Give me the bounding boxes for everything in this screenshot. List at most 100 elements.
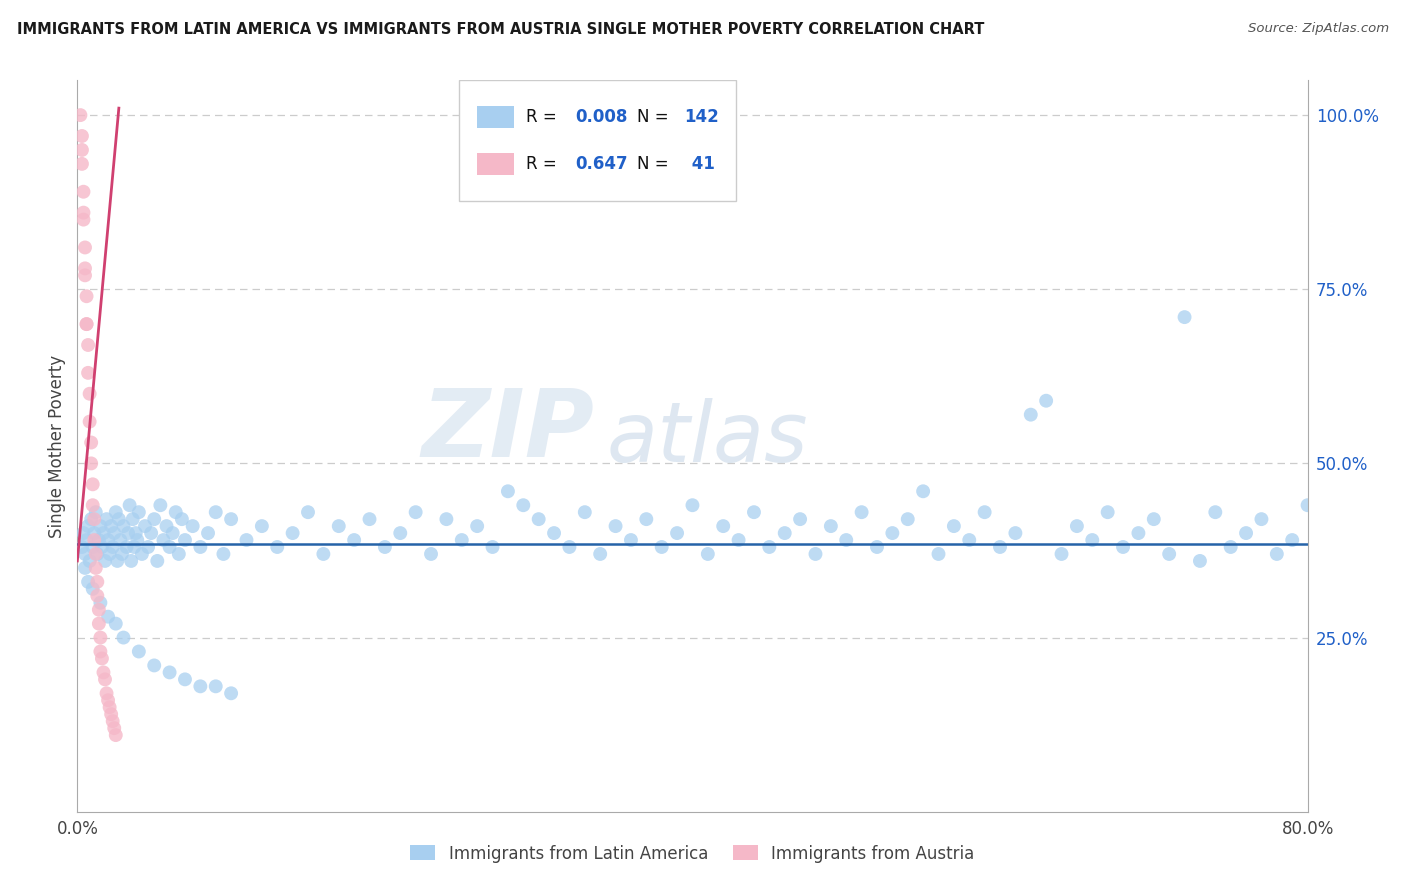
- Point: [162, 526, 184, 541]
- Point: [820, 519, 842, 533]
- Point: [219, 512, 242, 526]
- Point: [143, 658, 166, 673]
- Point: [87, 616, 110, 631]
- Point: [912, 484, 935, 499]
- Point: [167, 547, 190, 561]
- Text: R =: R =: [526, 155, 562, 173]
- Point: [83, 526, 105, 541]
- Point: [122, 540, 145, 554]
- Point: [100, 519, 122, 533]
- Point: [636, 512, 658, 526]
- Point: [82, 477, 104, 491]
- Point: [235, 533, 257, 547]
- Point: [89, 631, 111, 645]
- Point: [84, 505, 107, 519]
- Point: [73, 240, 96, 254]
- Point: [281, 526, 304, 541]
- Point: [512, 498, 534, 512]
- Point: [266, 540, 288, 554]
- Point: [711, 519, 734, 533]
- Point: [86, 589, 108, 603]
- Point: [1188, 554, 1211, 568]
- Point: [98, 547, 121, 561]
- Point: [83, 512, 105, 526]
- Point: [159, 540, 181, 554]
- Point: [219, 686, 242, 700]
- Point: [1234, 526, 1257, 541]
- Point: [89, 644, 111, 658]
- Point: [69, 108, 91, 122]
- Point: [89, 519, 111, 533]
- Point: [942, 519, 965, 533]
- Point: [80, 512, 103, 526]
- Text: N =: N =: [637, 108, 673, 126]
- Point: [789, 512, 811, 526]
- Point: [1004, 526, 1026, 541]
- Text: 142: 142: [683, 108, 718, 126]
- Point: [104, 616, 127, 631]
- Point: [835, 533, 858, 547]
- Point: [112, 519, 135, 533]
- Point: [90, 540, 114, 554]
- Point: [76, 317, 98, 331]
- Point: [666, 526, 689, 541]
- Point: [134, 519, 156, 533]
- Point: [70, 540, 93, 554]
- Point: [197, 526, 219, 541]
- Point: [121, 512, 143, 526]
- Point: [727, 533, 749, 547]
- Point: [73, 261, 96, 276]
- Point: [82, 582, 104, 596]
- Point: [1281, 533, 1303, 547]
- Point: [76, 289, 98, 303]
- Point: [96, 686, 118, 700]
- Point: [149, 498, 172, 512]
- Point: [117, 526, 139, 541]
- Point: [1128, 526, 1150, 541]
- Point: [328, 519, 350, 533]
- Point: [957, 533, 980, 547]
- Point: [97, 693, 120, 707]
- Point: [620, 533, 643, 547]
- Point: [110, 533, 132, 547]
- Point: [465, 519, 488, 533]
- Point: [1081, 533, 1104, 547]
- Point: [76, 533, 98, 547]
- Point: [72, 185, 94, 199]
- Point: [86, 574, 108, 589]
- Point: [73, 268, 96, 283]
- FancyBboxPatch shape: [477, 106, 515, 128]
- Point: [136, 540, 159, 554]
- Point: [96, 512, 118, 526]
- Point: [696, 547, 718, 561]
- FancyBboxPatch shape: [477, 153, 515, 176]
- Point: [94, 554, 117, 568]
- Point: [90, 651, 114, 665]
- Point: [170, 512, 193, 526]
- Point: [104, 505, 127, 519]
- Point: [98, 700, 121, 714]
- Point: [115, 540, 138, 554]
- Point: [101, 714, 124, 728]
- Point: [181, 519, 204, 533]
- Point: [82, 498, 104, 512]
- Point: [359, 512, 381, 526]
- Point: [76, 317, 98, 331]
- Point: [1035, 393, 1057, 408]
- Point: [159, 665, 181, 680]
- Point: [93, 526, 115, 541]
- Point: [83, 533, 105, 547]
- Point: [543, 526, 565, 541]
- Point: [94, 673, 117, 687]
- Point: [77, 519, 100, 533]
- Point: [405, 505, 427, 519]
- Point: [1019, 408, 1042, 422]
- Point: [1143, 512, 1166, 526]
- Point: [70, 128, 93, 143]
- Point: [70, 143, 93, 157]
- Text: R =: R =: [526, 108, 562, 126]
- Text: IMMIGRANTS FROM LATIN AMERICA VS IMMIGRANTS FROM AUSTRIA SINGLE MOTHER POVERTY C: IMMIGRANTS FROM LATIN AMERICA VS IMMIGRA…: [17, 22, 984, 37]
- Legend: Immigrants from Latin America, Immigrants from Austria: Immigrants from Latin America, Immigrant…: [404, 838, 981, 869]
- Point: [558, 540, 581, 554]
- Point: [104, 728, 127, 742]
